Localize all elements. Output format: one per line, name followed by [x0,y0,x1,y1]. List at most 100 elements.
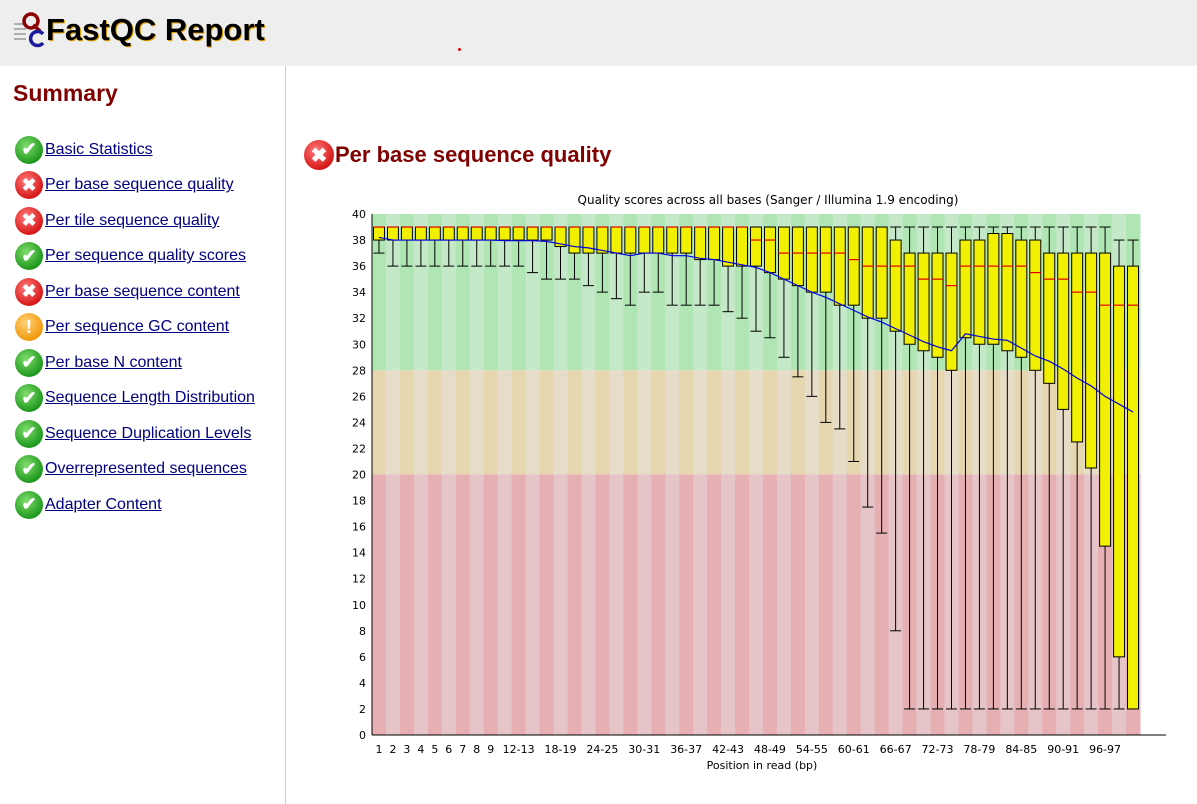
zone-poor-stripe [525,474,541,735]
x-tick-label: 90-91 [1047,743,1079,756]
quartile-box [386,226,399,241]
zone-reasonable-stripe [693,370,708,475]
summary-item: ✔ Sequence Length Distribution [15,381,255,417]
quartile-box [568,226,581,254]
summary-link[interactable]: Sequence Length Distribution [45,389,255,407]
zone-reasonable-stripe [721,370,736,475]
x-tick-label: 36-37 [670,743,702,756]
summary-link[interactable]: Per base sequence content [45,282,240,300]
zone-reasonable-stripe [385,370,401,475]
x-tick-label: 48-49 [754,743,786,756]
summary-item: ✔ Basic Statistics [15,132,255,168]
zone-poor-stripe [804,474,820,735]
x-tick-label: 96-97 [1089,743,1121,756]
summary-item: ✖ Per base sequence quality [15,168,255,204]
x-tick-label: 6 [445,743,452,756]
quartile-box [400,226,413,241]
zone-poor-stripe [721,474,736,735]
quartile-box [1043,252,1056,384]
quartile-box [875,226,888,319]
y-tick-label: 18 [352,495,366,508]
y-tick-label: 24 [352,416,366,429]
zone-poor-stripe [749,474,764,735]
summary-link[interactable]: Per tile sequence quality [45,211,220,229]
summary-link[interactable]: Basic Statistics [45,140,153,158]
zone-poor-stripe [595,474,610,735]
summary-link[interactable]: Per base N content [45,353,182,371]
fail-cross-icon: ✖ [15,171,43,200]
quartile-box [847,226,860,306]
mean-line [378,236,1134,413]
quartile-box [819,226,832,293]
y-tick-label: 10 [352,599,366,612]
quartile-box [1015,239,1028,358]
quartile-box [763,226,776,274]
zone-reasonable-stripe [665,370,680,475]
zone-reasonable-stripe [511,370,527,475]
zone-good-stripe [525,214,541,371]
summary-link[interactable]: Per base sequence quality [45,176,234,194]
zone-reasonable-stripe [735,370,750,475]
zone-poor-stripe [567,474,582,735]
y-tick-label: 20 [352,469,366,482]
report-title: FastQC Report [46,12,265,47]
x-tick-label: 54-55 [796,743,828,756]
quartile-box [1071,252,1084,443]
zone-poor-stripe [679,474,694,735]
y-tick-label: 28 [352,364,366,377]
quartile-box [442,226,455,241]
zone-reasonable-stripe [679,370,694,475]
quartile-box [498,226,511,241]
zone-reasonable-stripe [553,370,568,475]
x-tick-label: 12-13 [503,743,535,756]
summary-list: ✔ Basic Statistics ✖ Per base sequence qual… [15,132,255,523]
quartile-box [791,226,804,287]
zone-poor-stripe [762,474,778,735]
quartile-box [833,226,846,306]
zone-good-stripe [413,214,429,371]
summary-item: ✔ Sequence Duplication Levels [15,416,255,452]
pass-check-icon: ✔ [15,490,43,519]
quartile-box [861,226,874,319]
summary-link[interactable]: Adapter Content [45,495,162,513]
y-tick-label: 34 [352,286,366,299]
x-tick-label: 8 [473,743,480,756]
summary-link[interactable]: Overrepresented sequences [45,460,247,478]
y-tick-label: 22 [352,442,366,455]
zone-reasonable-stripe [749,370,764,475]
zone-poor-stripe [846,474,862,735]
zone-poor-stripe [874,474,890,735]
summary-link[interactable]: Sequence Duplication Levels [45,424,252,442]
zone-poor-stripe [581,474,596,735]
zone-poor-stripe [469,474,485,735]
y-tick-label: 6 [359,651,366,664]
y-tick-label: 12 [352,573,366,586]
zone-reasonable-stripe [372,370,387,475]
zone-reasonable-stripe [483,370,499,475]
zone-reasonable-stripe [427,370,443,475]
summary-item: ✔ Per sequence quality scores [15,239,255,275]
summary-item: ✔ Adapter Content [15,487,255,523]
module-header: ✖ Per base sequence quality [304,140,611,170]
x-tick-label: 72-73 [922,743,954,756]
zone-reasonable-stripe [525,370,541,475]
summary-link[interactable]: Per sequence quality scores [45,247,246,265]
chart-title: Quality scores across all bases (Sanger … [578,193,959,207]
x-tick-label: 30-31 [628,743,660,756]
zone-good-stripe [441,214,457,371]
zone-reasonable-stripe [581,370,596,475]
y-tick-label: 36 [352,260,366,273]
quartile-box [708,226,721,261]
quartile-box [526,226,539,241]
zone-reasonable-stripe [469,370,485,475]
quartile-box [694,226,707,261]
zone-good-stripe [497,214,513,371]
x-tick-label: 4 [417,743,424,756]
quartile-box [973,239,986,345]
summary-link[interactable]: Per sequence GC content [45,318,230,336]
zone-reasonable-stripe [790,370,806,475]
quartile-box [512,226,525,241]
zone-poor-stripe [399,474,415,735]
y-tick-label: 2 [359,703,366,716]
zone-poor-stripe [539,474,555,735]
